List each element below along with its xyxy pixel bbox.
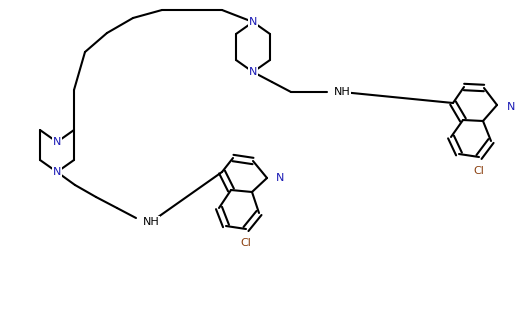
Text: NH: NH — [143, 217, 160, 227]
Text: NH: NH — [333, 87, 350, 97]
Text: Cl: Cl — [241, 238, 251, 248]
Text: N: N — [53, 137, 61, 147]
Text: N: N — [249, 67, 257, 77]
Text: N: N — [276, 173, 284, 183]
Text: N: N — [249, 17, 257, 27]
Text: N: N — [507, 102, 515, 112]
Text: N: N — [53, 167, 61, 177]
Text: Cl: Cl — [474, 166, 484, 176]
